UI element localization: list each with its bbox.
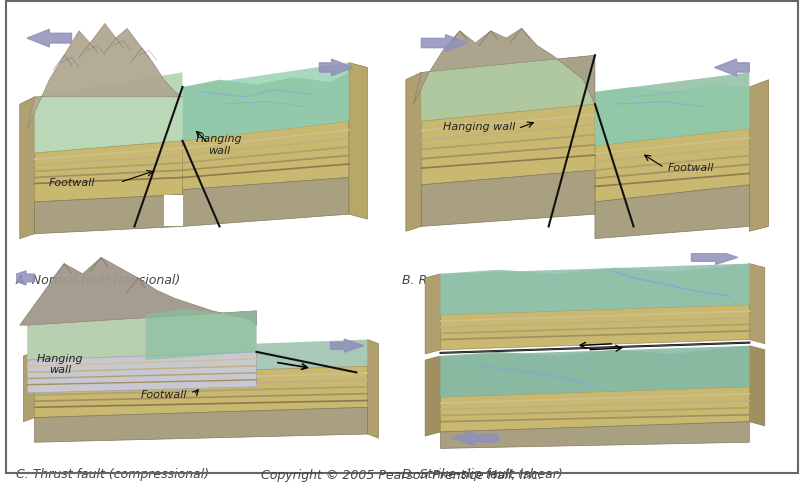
Text: Hanging
wall: Hanging wall xyxy=(37,353,84,375)
Polygon shape xyxy=(20,258,256,325)
Polygon shape xyxy=(27,24,182,129)
Polygon shape xyxy=(425,274,440,354)
Polygon shape xyxy=(349,63,367,220)
Text: Hanging
wall: Hanging wall xyxy=(196,134,243,156)
Text: D. Strike-slip fault (shear): D. Strike-slip fault (shear) xyxy=(402,467,562,480)
Text: Footwall: Footwall xyxy=(48,178,95,187)
Polygon shape xyxy=(35,366,367,418)
Text: Footwall: Footwall xyxy=(141,389,187,399)
Polygon shape xyxy=(594,185,748,239)
FancyArrow shape xyxy=(319,60,353,77)
FancyArrow shape xyxy=(330,340,363,352)
FancyArrow shape xyxy=(421,36,467,52)
Polygon shape xyxy=(367,340,378,438)
FancyArrow shape xyxy=(5,271,35,285)
Polygon shape xyxy=(748,81,768,232)
Text: B. Reverse fault (compressional): B. Reverse fault (compressional) xyxy=(402,273,605,286)
Polygon shape xyxy=(425,356,440,436)
Text: A. Normal fault (tensional): A. Normal fault (tensional) xyxy=(16,273,181,286)
Polygon shape xyxy=(35,340,367,377)
Polygon shape xyxy=(406,73,421,232)
FancyArrow shape xyxy=(714,60,748,77)
Polygon shape xyxy=(421,171,594,227)
Polygon shape xyxy=(440,346,748,397)
Polygon shape xyxy=(440,422,748,448)
FancyArrow shape xyxy=(27,30,71,48)
Polygon shape xyxy=(421,56,594,122)
Polygon shape xyxy=(594,85,748,146)
Polygon shape xyxy=(440,305,748,350)
Polygon shape xyxy=(182,73,349,142)
Polygon shape xyxy=(35,195,182,234)
Polygon shape xyxy=(440,264,748,315)
Polygon shape xyxy=(182,122,349,190)
Polygon shape xyxy=(421,105,594,185)
Polygon shape xyxy=(27,311,256,360)
Polygon shape xyxy=(35,73,182,154)
Polygon shape xyxy=(164,195,182,227)
Text: Footwall: Footwall xyxy=(667,163,714,173)
FancyArrow shape xyxy=(451,431,498,445)
Polygon shape xyxy=(748,264,764,344)
Polygon shape xyxy=(27,352,256,393)
Polygon shape xyxy=(182,63,349,142)
Text: Copyright © 2005 Pearson Prentice Hall, Inc.: Copyright © 2005 Pearson Prentice Hall, … xyxy=(261,468,542,481)
Polygon shape xyxy=(440,387,748,432)
Polygon shape xyxy=(182,178,349,227)
Polygon shape xyxy=(594,73,748,146)
Polygon shape xyxy=(594,129,748,203)
Polygon shape xyxy=(35,142,182,203)
Polygon shape xyxy=(20,98,35,239)
Polygon shape xyxy=(23,352,35,422)
Polygon shape xyxy=(35,407,367,442)
Polygon shape xyxy=(748,346,764,426)
Polygon shape xyxy=(413,29,594,105)
Polygon shape xyxy=(145,309,256,360)
Polygon shape xyxy=(440,346,748,397)
Polygon shape xyxy=(440,264,748,315)
Text: C. Thrust fault (compressional): C. Thrust fault (compressional) xyxy=(16,467,209,480)
FancyArrow shape xyxy=(691,251,737,265)
Text: Hanging wall: Hanging wall xyxy=(442,122,515,131)
